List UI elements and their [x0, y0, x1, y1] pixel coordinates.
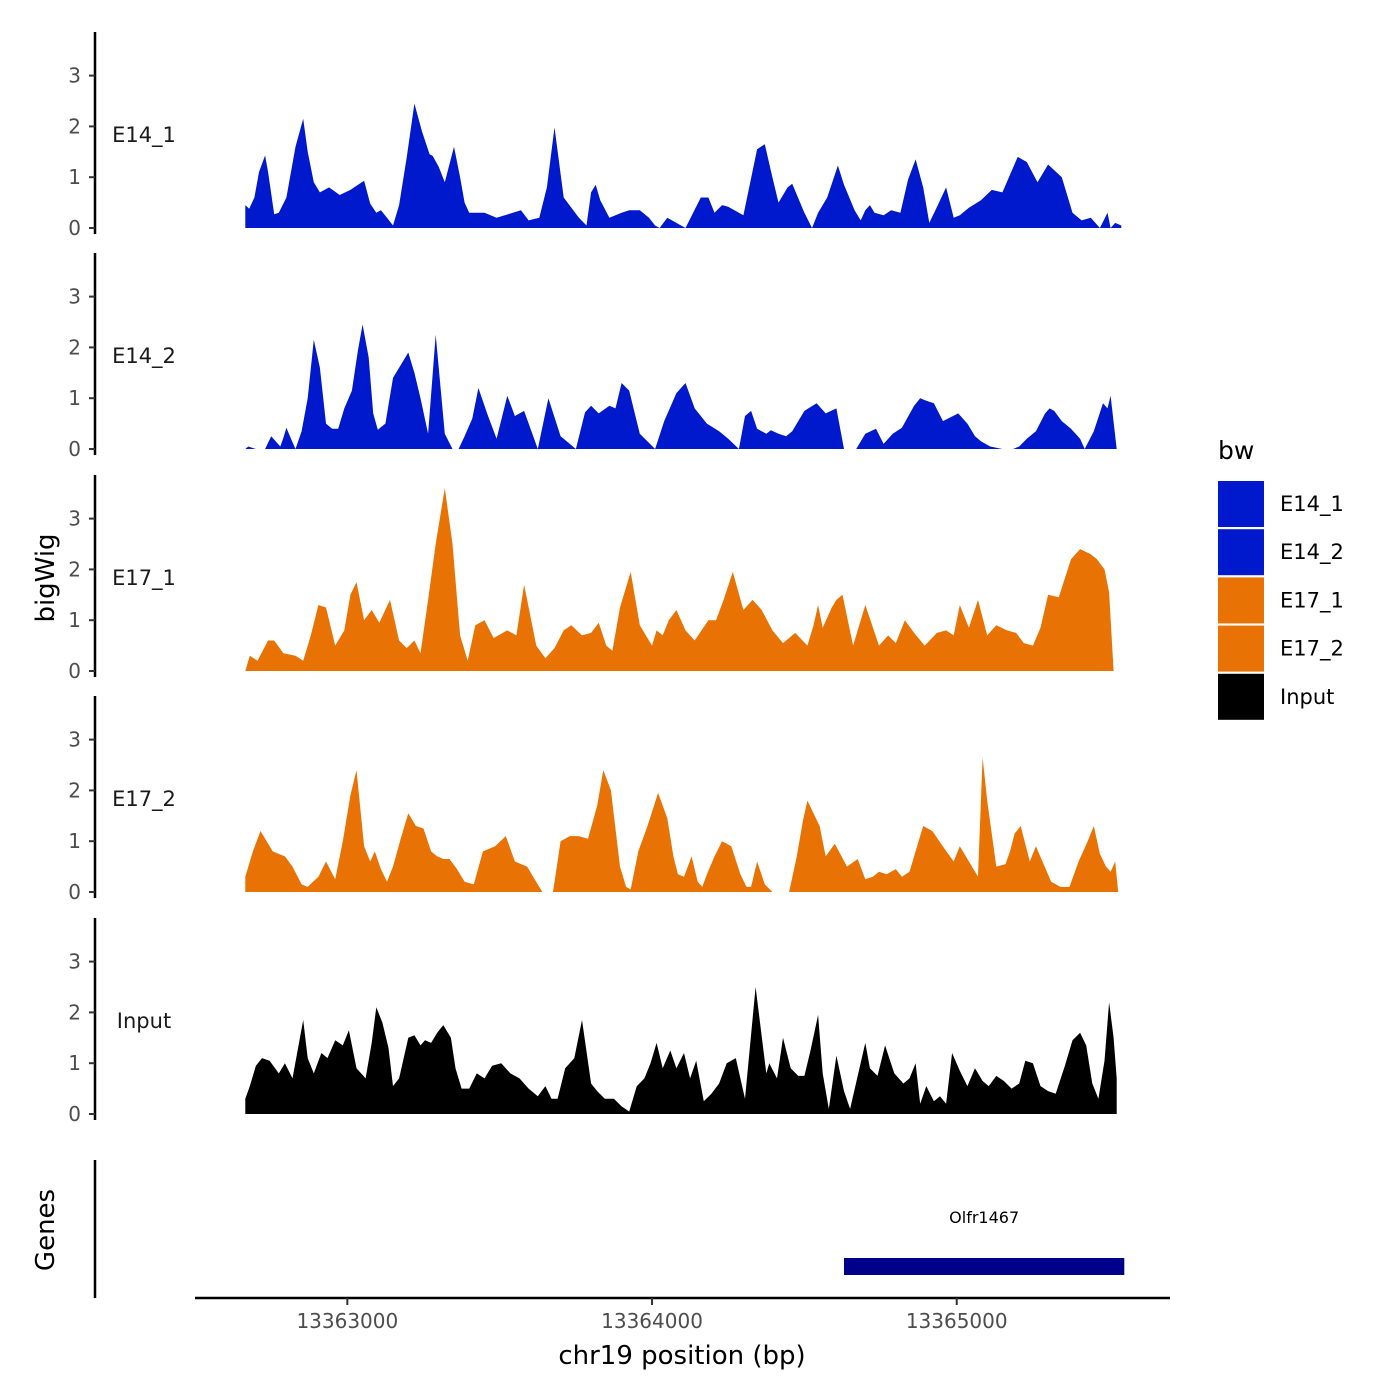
y-tick-label: 1: [68, 829, 81, 853]
track-Input: 0 1 2 3 Input: [68, 918, 1117, 1126]
y-tick-label: 1: [68, 165, 81, 189]
gene-label: Olfr1467: [949, 1208, 1019, 1227]
signal-area-E17_1: [245, 488, 1117, 671]
x-axis: 13363000 13364000 13365000: [195, 1296, 1170, 1333]
y-tick-label: 3: [68, 507, 81, 531]
track-E14_2: 0 1 2 3 E14_2: [68, 253, 1117, 461]
genes-axis-title: Genes: [31, 1189, 61, 1271]
genes-layer: Olfr1467: [93, 1160, 1125, 1298]
track-label: E14_2: [112, 344, 176, 369]
legend-label: E17_1: [1280, 588, 1344, 613]
y-tick-label: 0: [68, 880, 81, 904]
gene-body: [843, 1258, 1125, 1275]
y-tick-label: 2: [68, 1000, 81, 1024]
legend: bw E14_1 E14_2 E17_1 E17_2 Input: [1218, 436, 1344, 720]
legend-swatch: [1218, 529, 1264, 576]
signal-area-E14_1: [245, 103, 1122, 228]
y-tick-label: 2: [68, 778, 81, 802]
tracks-layer: 0 1 2 3 E14_1 0 1 2 3 E14_2 0 1 2 3 E17_1 0 1 2 3 E17_2 0 1 2 3…: [68, 32, 1122, 1126]
y-tick-label: 2: [68, 557, 81, 581]
y-tick-label: 0: [68, 1102, 81, 1126]
track-label: E14_1: [112, 123, 176, 148]
legend-label: E17_2: [1280, 637, 1344, 662]
track-label: E17_2: [112, 787, 176, 812]
y-tick-label: 1: [68, 1051, 81, 1075]
y-axis-title: bigWig: [31, 533, 61, 622]
y-tick-label: 3: [68, 728, 81, 752]
x-tick-label: 13365000: [906, 1309, 1008, 1333]
legend-swatch: [1218, 625, 1264, 672]
track-label: E17_1: [112, 566, 176, 591]
legend-label: E14_1: [1280, 492, 1344, 517]
signal-area-E14_2: [245, 324, 1117, 449]
track-E17_2: 0 1 2 3 E17_2: [68, 696, 1119, 904]
x-axis-title: chr19 position (bp): [558, 1341, 805, 1371]
y-tick-label: 1: [68, 608, 81, 632]
signal-area-Input: [245, 987, 1117, 1114]
legend-label: Input: [1280, 685, 1334, 709]
track-label: Input: [117, 1009, 171, 1033]
y-tick-label: 2: [68, 114, 81, 138]
y-tick-label: 0: [68, 216, 81, 240]
legend-swatch: [1218, 673, 1264, 720]
y-tick-label: 1: [68, 386, 81, 410]
y-tick-label: 0: [68, 437, 81, 461]
y-tick-label: 0: [68, 659, 81, 683]
legend-label: E14_2: [1280, 540, 1344, 565]
y-tick-label: 3: [68, 64, 81, 88]
y-tick-label: 3: [68, 950, 81, 974]
y-tick-label: 2: [68, 335, 81, 359]
y-tick-label: 3: [68, 285, 81, 309]
track-E14_1: 0 1 2 3 E14_1: [68, 32, 1122, 240]
x-tick-label: 13364000: [601, 1309, 703, 1333]
legend-swatch: [1218, 481, 1264, 527]
x-tick-label: 13363000: [296, 1309, 398, 1333]
legend-swatch: [1218, 577, 1264, 624]
legend-title: bw: [1218, 436, 1254, 465]
track-E17_1: 0 1 2 3 E17_1: [68, 475, 1117, 683]
signal-area-E17_2: [245, 757, 1119, 892]
